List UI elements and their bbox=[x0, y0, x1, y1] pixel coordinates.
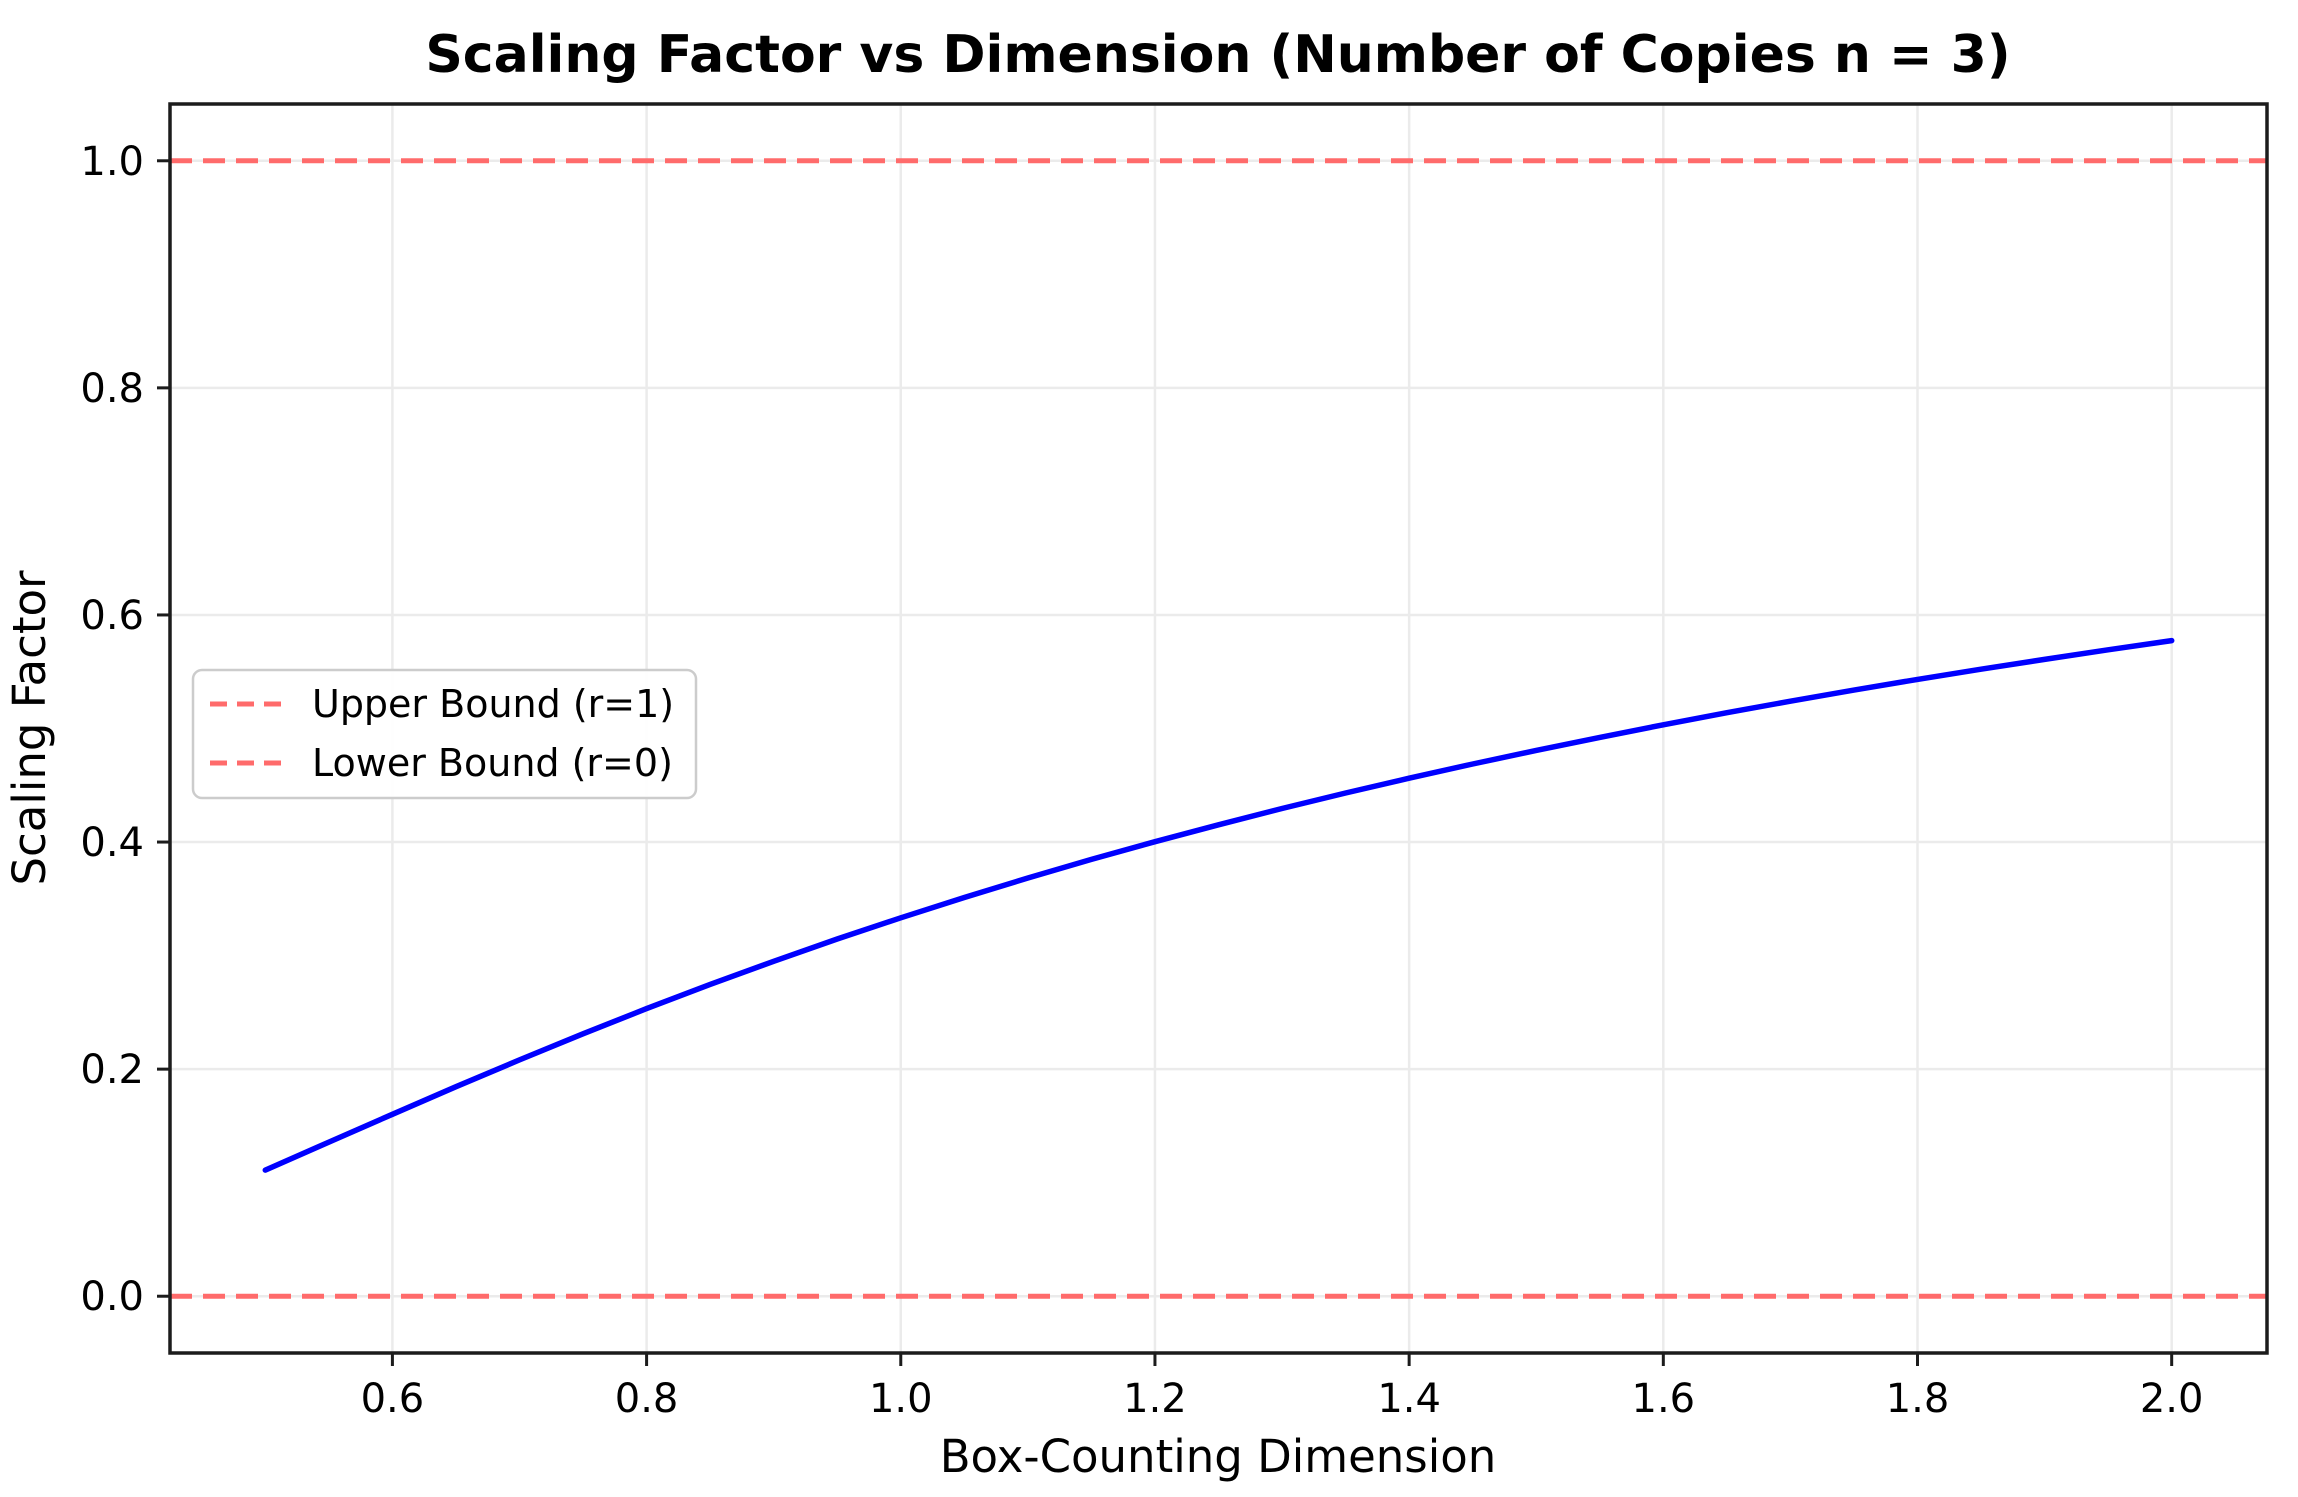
tick-labels-layer: 0.6 0.8 1.0 1.2 1.4 1.6 1.8 2.0 0.0 0.2 0.4 0.6 0.8 1… bbox=[80, 139, 2203, 1422]
x-tick-label: 1.6 bbox=[1632, 1376, 1696, 1422]
x-tick-label: 2.0 bbox=[2140, 1376, 2204, 1422]
legend-box: Upper Bound (r=1) Lower Bound (r=0) bbox=[191, 668, 698, 800]
y-tick-label: 0.6 bbox=[80, 593, 144, 639]
plot-border bbox=[168, 102, 2269, 1355]
chart-title: Scaling Factor vs Dimension (Number of C… bbox=[425, 25, 2010, 85]
axes-spines-layer bbox=[168, 102, 2269, 1355]
tick-marks-layer bbox=[157, 159, 2174, 1366]
legend-border bbox=[191, 668, 698, 800]
x-tick-label: 1.4 bbox=[1377, 1376, 1441, 1422]
legend-label-upper-bound: Upper Bound (r=1) bbox=[312, 682, 674, 726]
scaling-factor-curve bbox=[262, 637, 2175, 1173]
y-axis-label: Scaling Factor bbox=[3, 570, 56, 886]
x-tick-label: 0.8 bbox=[615, 1376, 679, 1422]
x-tick-label: 1.0 bbox=[869, 1376, 933, 1422]
x-tick-label: 0.6 bbox=[361, 1376, 425, 1422]
x-tick-label: 1.8 bbox=[1886, 1376, 1950, 1422]
reference-lines-layer bbox=[170, 158, 2267, 1299]
y-tick-label: 0.8 bbox=[80, 366, 144, 412]
legend-label-lower-bound: Lower Bound (r=0) bbox=[312, 741, 673, 785]
y-tick-label: 0.0 bbox=[80, 1274, 144, 1320]
series-layer bbox=[262, 637, 2175, 1173]
y-tick-label: 1.0 bbox=[80, 139, 144, 185]
y-tick-label: 0.4 bbox=[80, 820, 144, 866]
x-axis-label: Box-Counting Dimension bbox=[940, 1430, 1497, 1483]
x-tick-label: 1.2 bbox=[1123, 1376, 1187, 1422]
y-tick-label: 0.2 bbox=[80, 1047, 144, 1093]
